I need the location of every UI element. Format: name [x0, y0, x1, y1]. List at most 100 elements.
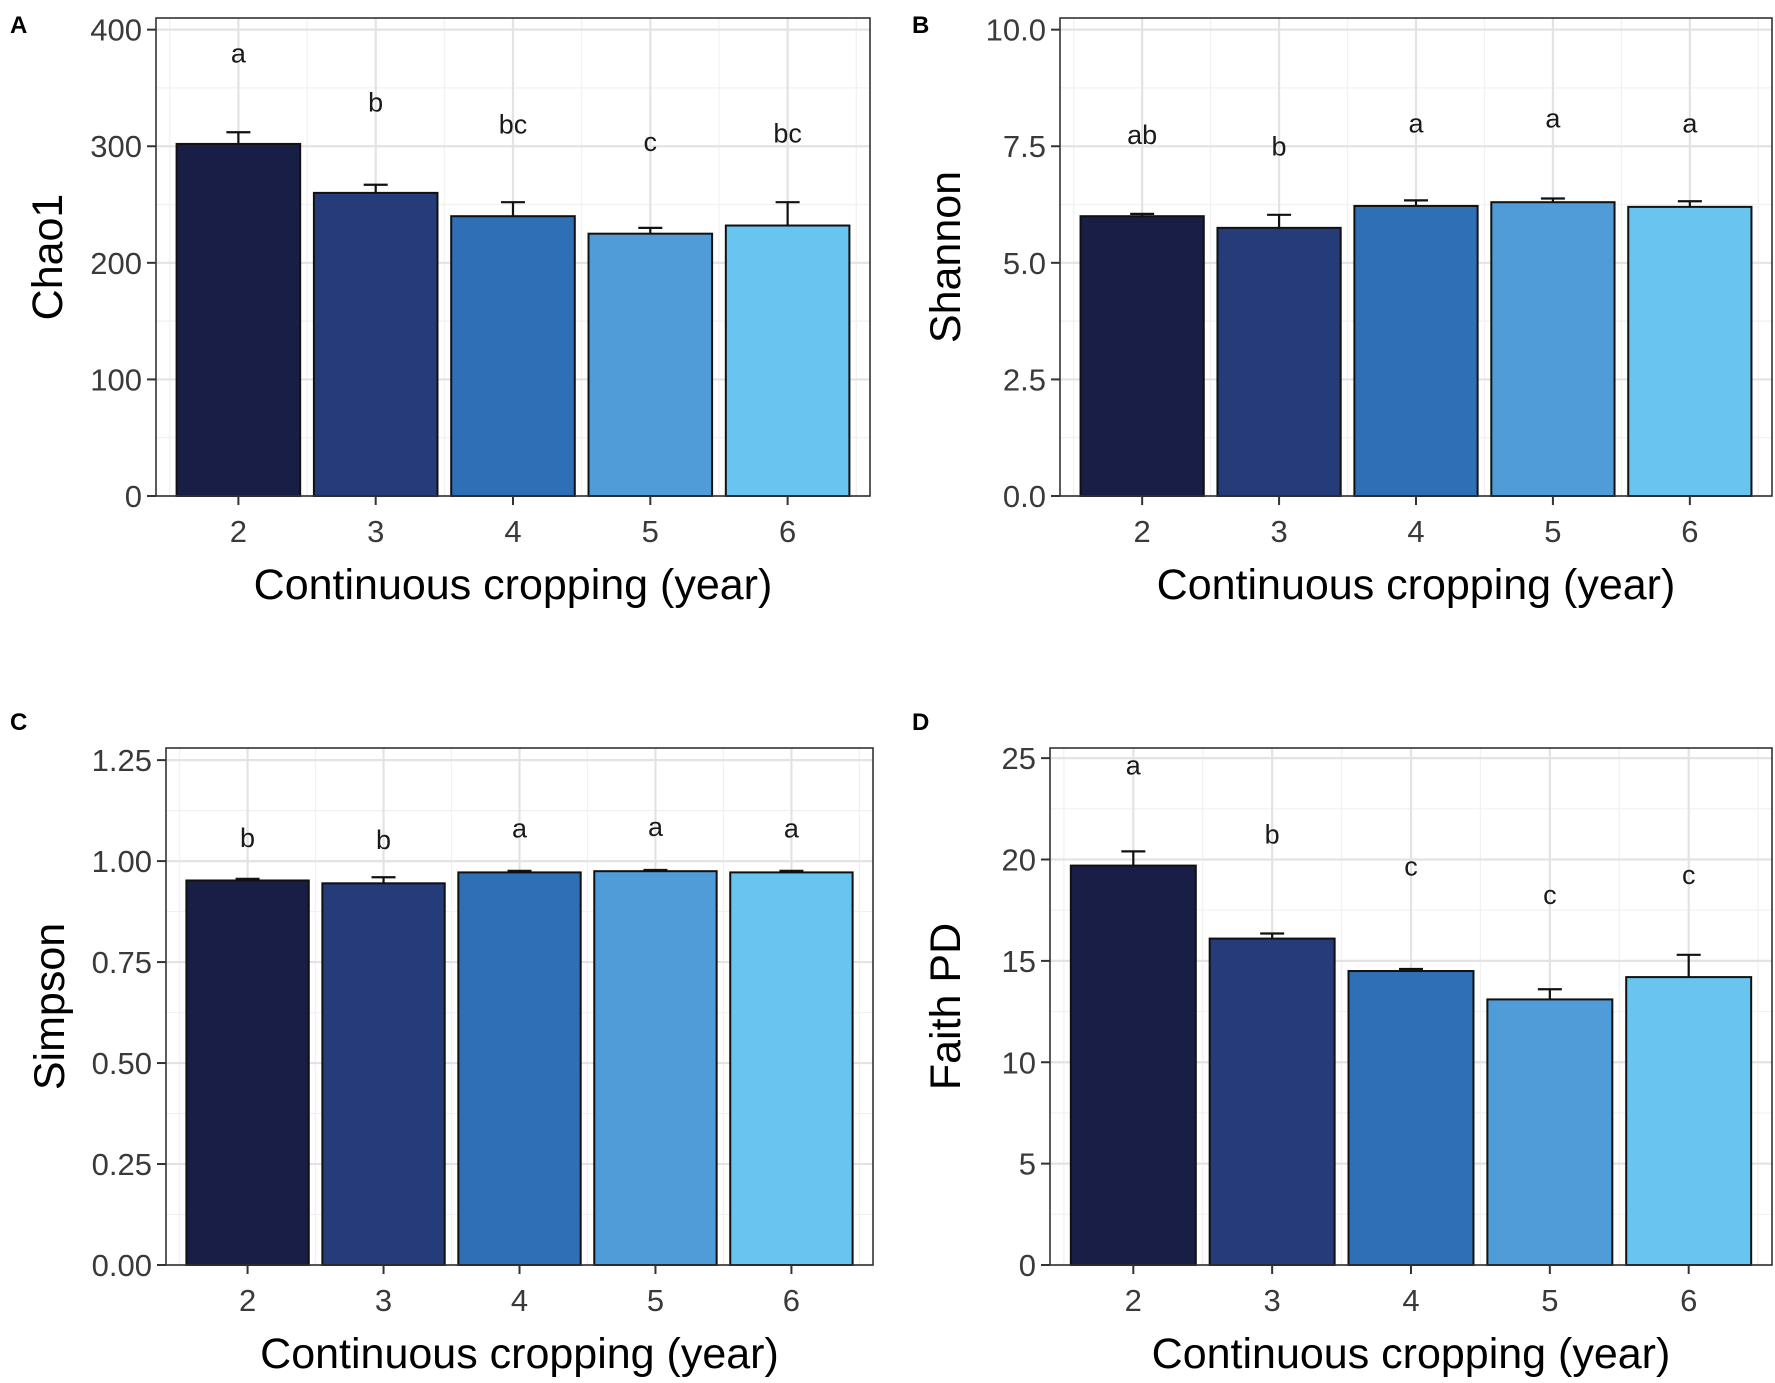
x-tick-label: 3 — [1264, 1283, 1281, 1318]
y-tick-label: 0.75 — [92, 945, 152, 980]
bar — [1069, 864, 1197, 1266]
error-bar — [226, 131, 251, 144]
bar — [450, 215, 576, 497]
x-tick-label: 3 — [375, 1283, 392, 1318]
panel-letter: B — [912, 12, 929, 39]
error-bar — [1677, 200, 1702, 207]
bar — [1079, 215, 1205, 497]
y-tick-label: 5.0 — [1003, 246, 1046, 281]
bar — [1347, 970, 1475, 1266]
y-axis-title: Faith PD — [922, 923, 970, 1090]
bar — [724, 224, 851, 498]
y-tick-label: 0 — [1019, 1248, 1036, 1283]
error-bar — [775, 201, 800, 226]
y-tick-label: 15 — [1002, 944, 1036, 979]
error-bar — [1399, 967, 1423, 972]
y-tick-label: 10 — [1002, 1045, 1036, 1080]
significance-label: b — [240, 823, 255, 853]
y-tick-label: 10.0 — [986, 13, 1046, 48]
significance-label: b — [1265, 819, 1280, 849]
bar — [593, 870, 718, 1266]
error-bar — [371, 876, 396, 884]
bar — [1353, 204, 1479, 497]
y-axis-title: Shannon — [922, 171, 970, 343]
x-axis-title: Continuous cropping (year) — [254, 561, 773, 609]
y-tick-label: 400 — [90, 13, 142, 48]
y-tick-label: 0.25 — [92, 1147, 152, 1182]
bar — [457, 871, 582, 1266]
x-axis-title: Continuous cropping (year) — [1152, 1330, 1671, 1378]
chart-panel-d: Da b c c c 0 5 10 15 20 25 2 3 4 5 6 Continuous cropping… — [912, 709, 1773, 1378]
significance-label: b — [376, 825, 391, 855]
x-tick-label: 6 — [783, 1283, 800, 1318]
panel-letter: D — [912, 709, 929, 736]
significance-label: ab — [1127, 120, 1157, 150]
bar — [312, 191, 439, 497]
x-tick-label: 4 — [504, 514, 521, 549]
y-tick-label: 100 — [90, 362, 142, 397]
x-tick-label: 6 — [779, 514, 796, 549]
significance-label: a — [231, 38, 247, 68]
significance-label: bc — [773, 119, 802, 149]
x-tick-label: 6 — [1681, 514, 1698, 549]
x-tick-label: 5 — [647, 1283, 664, 1318]
y-tick-label: 200 — [90, 246, 142, 281]
bar — [1625, 976, 1753, 1267]
y-axis-title: Chao1 — [24, 194, 72, 321]
y-tick-label: 20 — [1002, 843, 1036, 878]
error-bar — [1540, 197, 1565, 203]
significance-label: c — [1543, 880, 1557, 910]
x-tick-label: 4 — [1407, 514, 1424, 549]
y-tick-label: 2.5 — [1003, 362, 1046, 397]
x-tick-label: 5 — [642, 514, 659, 549]
x-axis-title: Continuous cropping (year) — [260, 1330, 779, 1378]
x-axis-title: Continuous cropping (year) — [1157, 561, 1676, 609]
error-bar — [1676, 953, 1701, 978]
significance-label: a — [648, 812, 664, 842]
error-bar — [1130, 212, 1155, 217]
bar — [321, 882, 446, 1266]
x-tick-label: 2 — [1125, 1283, 1142, 1318]
x-tick-label: 2 — [239, 1283, 256, 1318]
error-bar — [1267, 213, 1292, 228]
panel-letter: A — [10, 12, 27, 39]
error-bar — [638, 226, 663, 234]
significance-label: a — [1545, 104, 1561, 134]
x-tick-label: 4 — [1402, 1283, 1419, 1318]
significance-label: a — [1408, 108, 1424, 138]
x-tick-label: 6 — [1680, 1283, 1697, 1318]
bar — [1490, 201, 1616, 498]
error-bar — [1537, 988, 1562, 1000]
y-tick-label: 300 — [90, 129, 142, 164]
bar — [185, 879, 310, 1266]
x-tick-label: 2 — [230, 514, 247, 549]
x-tick-label: 5 — [1541, 1283, 1558, 1318]
bar — [1486, 998, 1614, 1266]
y-tick-label: 1.00 — [92, 844, 152, 879]
significance-label: bc — [499, 109, 528, 139]
y-tick-label: 0 — [125, 479, 142, 514]
x-tick-label: 3 — [367, 514, 384, 549]
error-bar — [643, 868, 668, 872]
error-bar — [1404, 199, 1428, 206]
error-bar — [507, 869, 532, 873]
error-bar — [501, 201, 525, 217]
bar — [175, 142, 302, 497]
x-tick-label: 3 — [1270, 514, 1287, 549]
error-bar — [235, 877, 260, 881]
chart-panel-c: Cb b a a a 0.00 0.25 0.50 0.75 1.00 1.25 2 3 4 5 6Conti… — [10, 709, 874, 1378]
y-tick-label: 1.25 — [92, 743, 152, 778]
significance-label: a — [1126, 750, 1142, 780]
significance-label: c — [1404, 852, 1418, 882]
y-tick-label: 25 — [1002, 741, 1036, 776]
y-tick-label: 5 — [1019, 1147, 1036, 1182]
error-bar — [1260, 932, 1285, 939]
bar — [1216, 226, 1342, 497]
significance-label: a — [784, 814, 800, 844]
panel-letter: C — [10, 709, 27, 736]
significance-label: a — [1682, 108, 1698, 138]
bar — [587, 232, 714, 497]
